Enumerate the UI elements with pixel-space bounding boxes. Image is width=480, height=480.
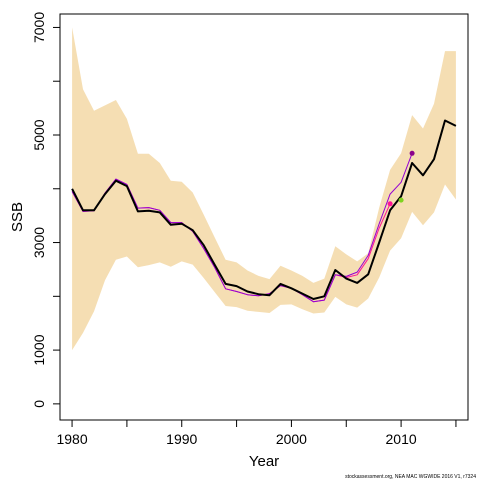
x-tick-label: 2010 [386,431,417,447]
end-point-1 [387,201,393,207]
x-tick-label: 1980 [56,431,87,447]
x-axis-title: Year [249,453,279,470]
y-tick-label: 0 [31,400,47,408]
y-axis: 0 1000 3000 5000 7000 [31,12,61,408]
x-tick-label: 2000 [276,431,307,447]
end-point-2 [398,197,404,203]
x-axis: 1980 1990 2000 2010 [56,419,457,447]
plot-area [59,13,469,421]
series-lines [71,119,457,303]
series-line-main [71,119,457,300]
confidence-band [72,27,456,351]
y-axis-title: SSB [9,202,26,232]
x-tick-label: 1990 [166,431,197,447]
confidence-band-area [72,27,456,351]
y-tick-label: 7000 [31,12,47,43]
y-tick-label: 3000 [31,227,47,258]
y-tick-label: 5000 [31,119,47,150]
end-point-3 [409,150,415,156]
credit-text: stockassessment.org, NEA MAC WGWIDE 2016… [345,474,476,480]
y-tick-label: 1000 [31,334,47,365]
series-end-points [387,150,415,207]
